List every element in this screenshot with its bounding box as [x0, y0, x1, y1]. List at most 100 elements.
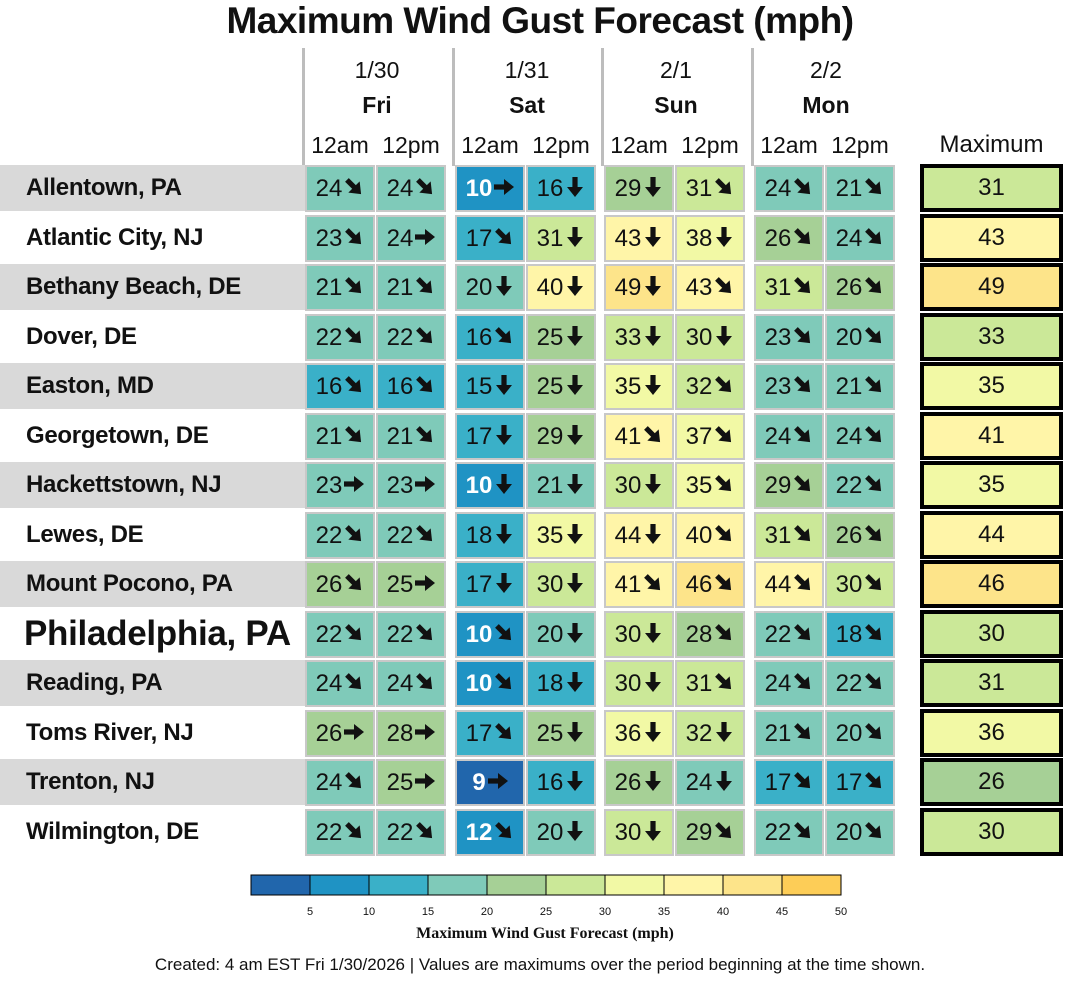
location-label: Atlantic City, NJ: [26, 224, 204, 251]
gust-value: 22: [764, 819, 792, 846]
wind-direction-arrow-icon: [563, 769, 585, 796]
day-date: 2/1: [660, 57, 692, 83]
wind-direction-arrow-icon: [712, 373, 734, 400]
day-divider: [601, 48, 604, 166]
gust-value: 30: [835, 571, 863, 598]
chart-title: Maximum Wind Gust Forecast (mph): [226, 0, 854, 41]
gust-cell: 22: [305, 512, 375, 559]
gust-value: 35: [536, 522, 564, 549]
gust-cell: 30: [825, 561, 895, 608]
gust-cell: 33: [604, 314, 674, 361]
wind-direction-arrow-icon: [413, 720, 436, 747]
gust-cell: 24: [305, 759, 375, 806]
wind-direction-arrow-icon: [791, 225, 813, 252]
wind-direction-arrow-icon: [413, 274, 435, 301]
colorbar-tick-label: 20: [480, 906, 494, 918]
gust-value: 30: [614, 472, 642, 499]
wind-direction-arrow-icon: [492, 621, 514, 648]
day-date: 1/31: [504, 57, 550, 83]
maximum-cell: 30: [920, 808, 1063, 856]
colorbar-segment: [251, 875, 310, 895]
wind-direction-arrow-icon: [712, 522, 734, 549]
wind-direction-arrow-icon: [791, 720, 813, 747]
gust-value: 22: [315, 819, 343, 846]
colorbar-segment: [664, 875, 723, 895]
colorbar-segment: [605, 875, 664, 895]
footer-note: Created: 4 am EST Fri 1/30/2026 | Values…: [154, 955, 926, 974]
colorbar-tick-label: 30: [598, 906, 612, 918]
day-divider: [302, 48, 305, 166]
wind-direction-arrow-icon: [641, 621, 663, 648]
gust-value: 40: [685, 522, 713, 549]
gust-value: 41: [614, 423, 642, 450]
wind-direction-arrow-icon: [563, 175, 585, 202]
wind-direction-arrow-icon: [486, 769, 508, 796]
gust-value: 22: [315, 522, 343, 549]
gust-value: 24: [386, 670, 414, 697]
gust-cell: 16: [376, 363, 446, 410]
gust-value: 21: [315, 274, 343, 301]
location-label: Mount Pocono, PA: [0, 561, 305, 607]
wind-direction-arrow-icon: [492, 670, 514, 697]
gust-cell: 23: [305, 215, 375, 262]
day-date: 1/30: [354, 57, 400, 83]
gust-value: 28: [386, 720, 414, 747]
gust-cell: 21: [754, 710, 824, 757]
wind-direction-arrow-icon: [492, 819, 514, 846]
maximum-cell: 35: [920, 362, 1063, 410]
gust-value: 18: [465, 522, 493, 549]
gust-value: 35: [685, 472, 713, 499]
gust-value: 18: [835, 621, 863, 648]
gust-value: 26: [315, 571, 343, 598]
maximum-cell: 36: [920, 709, 1063, 757]
wind-direction-arrow-icon: [791, 274, 813, 301]
gust-cell: 26: [825, 264, 895, 311]
wind-direction-arrow-icon: [563, 819, 585, 846]
gust-cell: 10: [455, 611, 525, 658]
gust-value: 17: [465, 423, 493, 450]
wind-direction-arrow-icon: [342, 670, 364, 697]
day-weekday: Sat: [509, 92, 545, 118]
location-label: Wilmington, DE: [26, 818, 199, 845]
gust-cell: 35: [526, 512, 596, 559]
wind-direction-arrow-icon: [492, 175, 515, 202]
wind-direction-arrow-icon: [342, 819, 364, 846]
gust-cell: 20: [455, 264, 525, 311]
colorbar-tick-label: 5: [306, 906, 314, 918]
day-date: 2/2: [810, 57, 842, 83]
gust-cell: 22: [376, 314, 446, 361]
wind-direction-arrow-icon: [641, 472, 663, 499]
wind-direction-arrow-icon: [413, 819, 435, 846]
wind-direction-arrow-icon: [563, 472, 585, 499]
wind-direction-arrow-icon: [563, 225, 585, 252]
gust-value: 20: [835, 324, 863, 351]
wind-direction-arrow-icon: [492, 720, 514, 747]
gust-value: 30: [614, 819, 642, 846]
wind-direction-arrow-icon: [712, 769, 734, 796]
wind-direction-arrow-icon: [342, 472, 365, 499]
gust-cell: 43: [675, 264, 745, 311]
maximum-cell: 31: [920, 659, 1063, 707]
gust-cell: 29: [526, 413, 596, 460]
location-label: Hackettstown, NJ: [0, 462, 305, 508]
gust-value: 24: [315, 175, 343, 202]
gust-cell: 31: [754, 512, 824, 559]
colorbar-tick-label: 40: [716, 906, 730, 918]
gust-cell: 23: [376, 462, 446, 509]
gust-cell: 40: [526, 264, 596, 311]
wind-direction-arrow-icon: [563, 670, 585, 697]
wind-direction-arrow-icon: [712, 720, 734, 747]
colorbar-segment: [723, 875, 782, 895]
gust-value: 16: [536, 175, 564, 202]
gust-cell: 16: [526, 165, 596, 212]
gust-value: 25: [536, 720, 564, 747]
gust-value: 24: [835, 225, 863, 252]
gust-cell: 23: [754, 363, 824, 410]
gust-cell: 22: [305, 314, 375, 361]
gust-cell: 21: [376, 413, 446, 460]
gust-value: 10: [465, 175, 493, 202]
location-label: Reading, PA: [0, 660, 305, 706]
gust-cell: 30: [604, 809, 674, 856]
wind-direction-arrow-icon: [641, 819, 663, 846]
gust-cell: 10: [455, 462, 525, 509]
